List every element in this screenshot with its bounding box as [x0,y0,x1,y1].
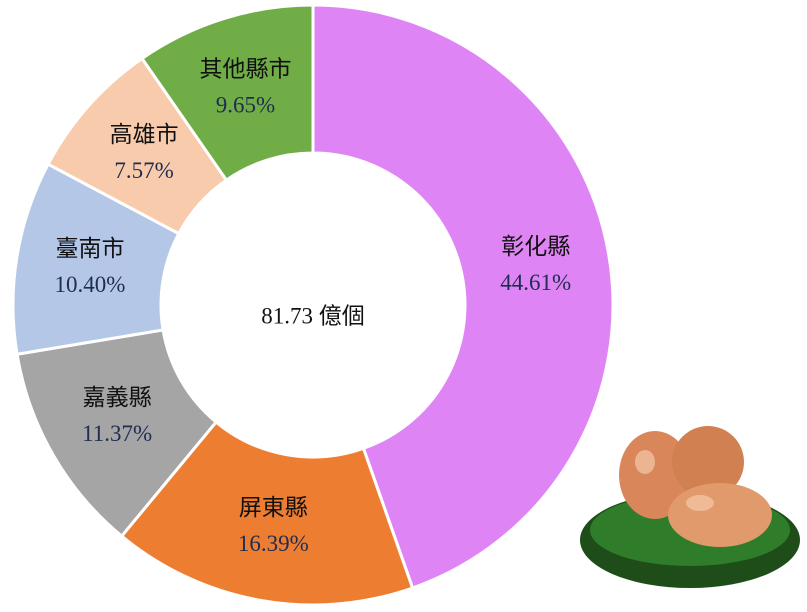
slice-category-label: 其他縣市 [200,57,292,82]
slice-category-label: 高雄市 [110,122,179,147]
slice-category-label: 臺南市 [55,236,124,261]
egg [668,483,772,547]
slice-value-label: 16.39% [238,531,309,556]
egg-highlight [686,495,714,511]
slice-category-label: 嘉義縣 [83,385,152,410]
slice-value-label: 11.37% [82,421,152,446]
page: {"chart_data": {"type": "donut", "center… [0,0,807,612]
chart: 81.73 億個 彰化縣 44.61% 屏東縣 16.39% 嘉義縣 11.37% 臺南市 1… [0,0,807,612]
center-label: 81.73 億個 [261,303,365,328]
slice-category-label: 彰化縣 [501,234,570,259]
egg-highlight [635,450,655,474]
slice-value-label: 9.65% [216,93,275,118]
slice-category-label: 屏東縣 [239,495,308,520]
slice-value-label: 10.40% [54,272,125,297]
slice-value-label: 7.57% [114,158,173,183]
egg-illustration [580,426,800,588]
slice-value-label: 44.61% [500,270,571,295]
